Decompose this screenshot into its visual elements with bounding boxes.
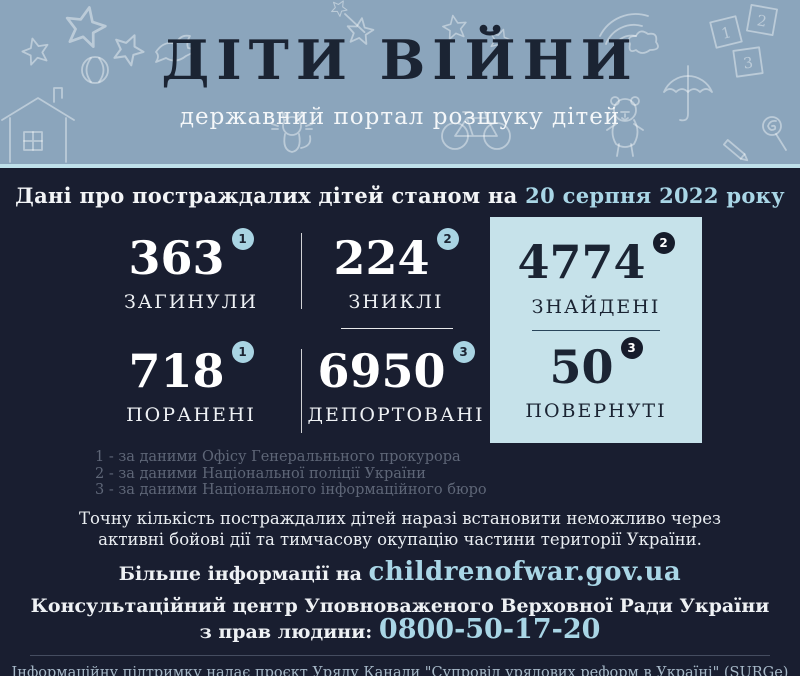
more-info-prefix: Більше інформації на <box>118 562 369 585</box>
pencil-icon <box>722 139 749 162</box>
svg-text:1: 1 <box>719 23 733 43</box>
more-info-line: Більше інформації на childrenofwar.gov.u… <box>0 557 800 587</box>
divider <box>341 328 453 329</box>
doodle-background: 1 2 3 <box>1 0 787 163</box>
stat-label: ДЕПОРТОВАНІ <box>307 404 485 427</box>
footnote-badge: 1 <box>231 340 254 363</box>
stat-value: 363 <box>128 230 225 285</box>
footnote-1: 1 - за даними Офісу Генеральньного проку… <box>95 449 461 465</box>
wand-icon <box>328 0 366 34</box>
bicycle-icon <box>441 111 511 150</box>
footer-credit: Інформаційну підтримку надає проєкт Уряд… <box>11 664 789 676</box>
ball-icon <box>81 56 109 84</box>
umbrella-icon <box>663 65 713 122</box>
rainbow-icon <box>599 13 659 54</box>
svg-text:3: 3 <box>742 53 754 72</box>
consultation-line1: Консультаційний центр Уповноваженого Вер… <box>30 594 770 617</box>
footnote-badge: 3 <box>452 340 475 363</box>
stat-label: ЗНАЙДЕНІ <box>531 295 661 318</box>
footnote-badge: 3 <box>620 336 643 359</box>
stats-heading-date: 20 серпня 2022 року <box>525 183 785 208</box>
footnote-badge: 1 <box>231 227 254 250</box>
stat-cell-wounded: 718 1 ПОРАНЕНІ <box>80 330 302 443</box>
stat-cell-killed: 363 1 ЗАГИНУЛИ <box>80 217 302 330</box>
consultation-line2-prefix: з прав людини: <box>199 620 379 643</box>
stat-label: ЗНИКЛІ <box>348 291 444 314</box>
footnote-3: 3 - за даними Національного інформаційно… <box>95 482 487 498</box>
stat-label: ЗАГИНУЛИ <box>123 291 259 314</box>
consultation-line2: з прав людини: 0800-50-17-20 <box>0 616 800 644</box>
stat-value: 50 <box>549 339 614 394</box>
stat-value: 224 <box>333 230 430 285</box>
lollipop-icon <box>762 116 787 151</box>
stat-cell-deported: 6950 3 ДЕПОРТОВАНІ <box>302 330 490 443</box>
divider <box>532 329 660 331</box>
stat-value: 718 <box>128 343 225 398</box>
stats-heading: Дані про постраждалих дітей станом на 20… <box>0 183 800 208</box>
divider <box>301 349 302 433</box>
stat-value: 6950 <box>317 343 446 398</box>
stat-label: ПОРАНЕНІ <box>126 404 256 427</box>
website-link[interactable]: childrenofwar.gov.ua <box>368 556 682 587</box>
divider <box>301 233 302 309</box>
page-title: ДІТИ ВІЙНИ <box>161 28 639 92</box>
stat-label: ПОВЕРНУТІ <box>525 399 667 422</box>
stat-cell-missing: 224 2 ЗНИКЛІ <box>302 217 490 330</box>
disclaimer-text: Точну кількість постраждалих дітей нараз… <box>78 508 721 549</box>
stats-grid: 363 1 ЗАГИНУЛИ 224 2 ЗНИКЛІ 4774 2 ЗНАЙД… <box>80 217 702 443</box>
footnote-badge: 2 <box>436 227 459 250</box>
stat-cell-found: 4774 2 ЗНАЙДЕНІ <box>517 232 675 318</box>
stat-value: 4774 <box>517 235 646 290</box>
house-icon <box>1 87 75 163</box>
footnote-2: 2 - за даними Національної поліції Украї… <box>95 465 426 482</box>
teddy-bear-icon <box>606 96 644 157</box>
cat-icon <box>271 111 313 153</box>
footnote-badge: 2 <box>652 232 675 255</box>
phone-number: 0800-50-17-20 <box>378 613 601 645</box>
stat-cell-returned: 50 3 ПОВЕРНУТІ <box>525 336 667 422</box>
dove-icon <box>155 34 199 63</box>
svg-text:2: 2 <box>756 11 769 30</box>
divider <box>30 654 770 656</box>
header: 1 2 3 <box>0 0 800 168</box>
footnotes: 1 - за даними Офісу Генеральньного проку… <box>95 449 800 499</box>
consultation-block: Консультаційний центр Уповноваженого Вер… <box>0 594 800 644</box>
page-subtitle: державний портал розшуку дітей <box>179 104 621 130</box>
highlight-box: 4774 2 ЗНАЙДЕНІ 50 3 ПОВЕРНУТІ <box>490 217 702 443</box>
toy-blocks-icon: 1 2 3 <box>709 4 778 78</box>
stats-heading-prefix: Дані про постраждалих дітей станом на <box>15 183 526 208</box>
